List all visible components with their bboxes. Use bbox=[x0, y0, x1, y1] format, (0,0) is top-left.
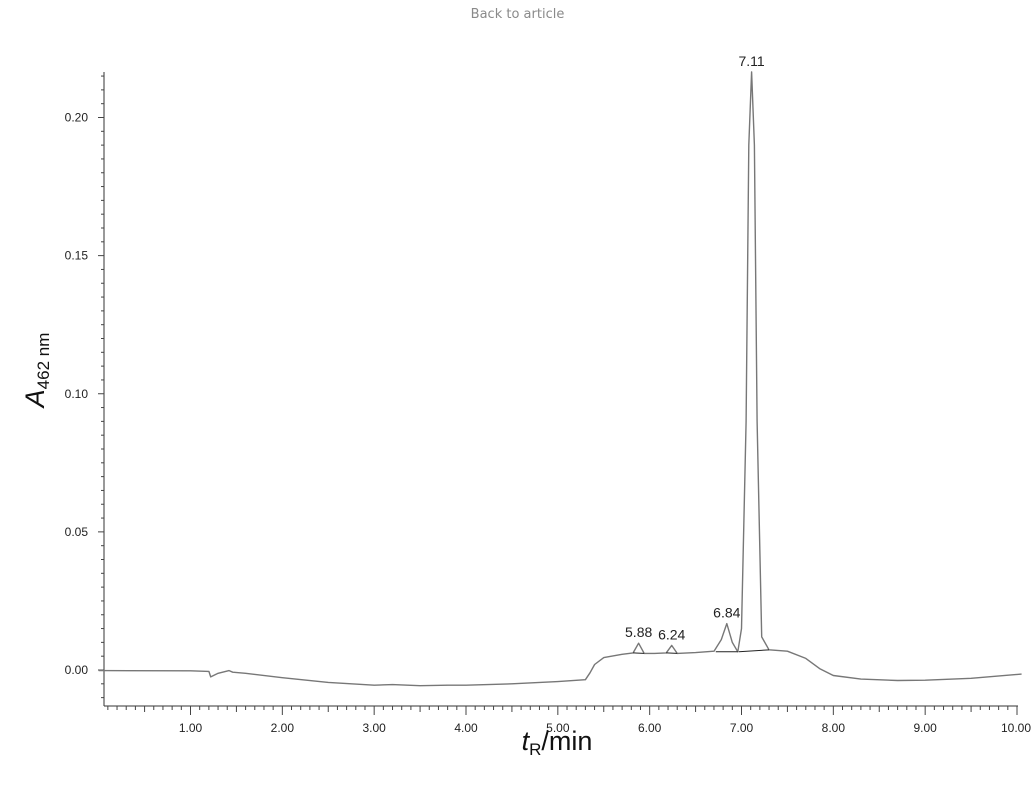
integration-baseline bbox=[666, 652, 678, 654]
chart-marks bbox=[98, 71, 1022, 687]
x-tick-label: 3.00 bbox=[362, 721, 386, 735]
y-tick-label: 0.20 bbox=[65, 111, 89, 125]
x-tick-label: 1.00 bbox=[179, 721, 203, 735]
y-tick-label: 0.00 bbox=[65, 663, 89, 677]
x-tick-label: 4.00 bbox=[454, 721, 478, 735]
peak-label: 7.11 bbox=[738, 53, 764, 69]
x-tick-label: 7.00 bbox=[730, 721, 754, 735]
chart-labels: 0.00 0.05 0.10 0.15 0.20 1.00 2.00 3.00 4.00 5.00… bbox=[65, 53, 1032, 735]
peak-label: 6.24 bbox=[658, 626, 685, 642]
y-tick-label: 0.10 bbox=[65, 387, 89, 401]
y-axis-title: A462 nm bbox=[20, 333, 53, 410]
x-axis-title: tR/min bbox=[522, 726, 593, 759]
y-tick-label: 0.15 bbox=[65, 249, 89, 263]
x-tick-label: 10.00 bbox=[1001, 721, 1031, 735]
x-tick-label: 8.00 bbox=[822, 721, 846, 735]
back-to-article-link[interactable]: Back to article bbox=[470, 7, 565, 22]
x-tick-label: 5.00 bbox=[546, 721, 570, 735]
chromatogram-trace bbox=[98, 71, 1022, 687]
chart-axes bbox=[98, 72, 1018, 715]
integration-baseline bbox=[633, 652, 645, 654]
integration-baseline bbox=[738, 649, 770, 653]
x-tick-label: 6.00 bbox=[638, 721, 662, 735]
y-tick-label: 0.05 bbox=[65, 525, 89, 539]
peak-label: 5.88 bbox=[625, 624, 652, 640]
peak-label: 6.84 bbox=[713, 605, 740, 621]
x-tick-label: 9.00 bbox=[913, 721, 937, 735]
x-tick-label: 2.00 bbox=[271, 721, 295, 735]
